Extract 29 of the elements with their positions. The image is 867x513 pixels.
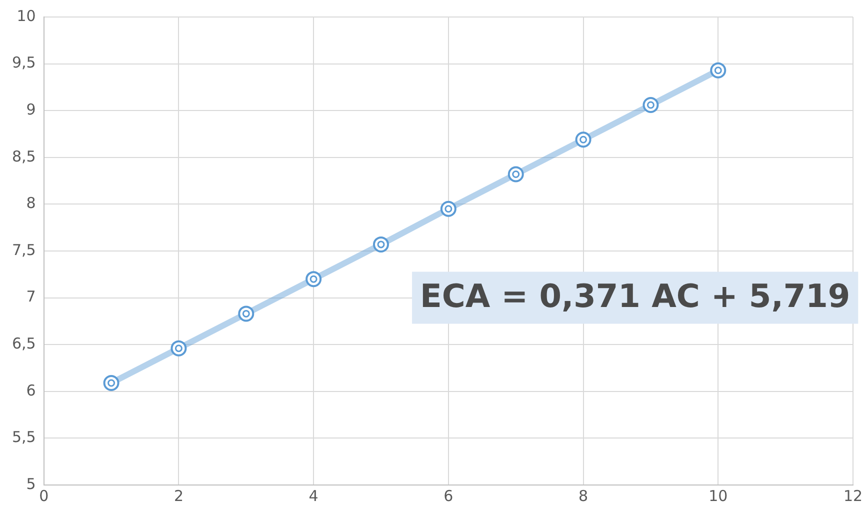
x-tick-label: 10: [708, 486, 728, 505]
y-tick-label: 8,5: [12, 147, 36, 166]
point: [642, 96, 659, 113]
x-tick-label: 0: [39, 486, 49, 505]
x-tick-label: 4: [308, 486, 318, 505]
point: [103, 374, 120, 391]
point: [306, 271, 322, 288]
point: [440, 200, 456, 217]
y-tick-label: 6,5: [12, 334, 36, 352]
y-tick-label: 10: [16, 6, 36, 25]
point: [575, 132, 592, 148]
y-tick-label: 9,5: [12, 54, 36, 72]
point: [710, 62, 726, 78]
point: [170, 340, 187, 356]
y-tick-label: 7: [26, 288, 36, 306]
y-tick-label: 7,5: [12, 240, 36, 259]
x-tick-label: 6: [444, 486, 454, 505]
y-tick-label: 5,5: [12, 428, 36, 446]
x-tick-label: 12: [843, 486, 863, 505]
point: [373, 236, 389, 252]
x-tick-label: 2: [174, 486, 184, 505]
annotation: ECA = 0,371 AC + 5,719: [420, 277, 850, 316]
x-tick-label: 8: [578, 486, 588, 505]
point: [238, 306, 254, 322]
y-tick-label: 6: [26, 381, 36, 400]
point: [508, 166, 524, 182]
y-tick-label: 5: [26, 474, 36, 493]
y-tick-label: 9: [26, 100, 36, 118]
y-tick-label: 8: [26, 194, 36, 212]
